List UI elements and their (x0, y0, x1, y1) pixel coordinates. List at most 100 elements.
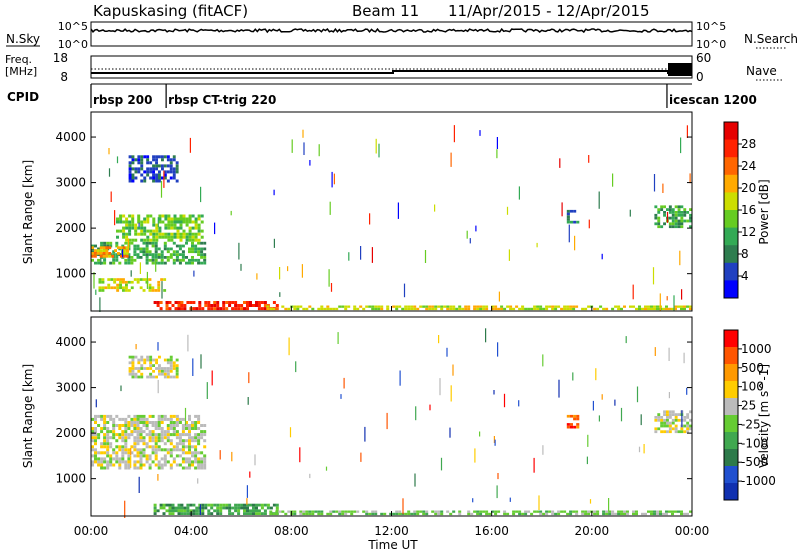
heatmap-cell (100, 427, 104, 430)
heatmap-cell (124, 424, 128, 427)
heatmap-cell (127, 414, 131, 418)
heatmap-cell (106, 414, 110, 418)
heatmap-cell (203, 256, 207, 259)
heatmap-cell (266, 503, 270, 507)
heatmap-cell (161, 372, 164, 376)
heatmap-cell (105, 254, 109, 258)
heatmap-cell (243, 503, 246, 507)
heatmap-cell (177, 304, 181, 307)
colorbar-tick-label: 20 (741, 181, 756, 195)
heatmap-cell (139, 439, 143, 443)
heatmap-cell (260, 307, 264, 311)
heatmap-cell (333, 173, 335, 185)
heatmap-cell (166, 258, 170, 262)
heatmap-cell (161, 155, 164, 159)
heatmap-cell (143, 367, 147, 370)
heatmap-cell (157, 463, 161, 467)
heatmap-cell (496, 137, 498, 149)
heatmap-cell (116, 283, 120, 287)
heatmap-cell (197, 250, 201, 254)
heatmap-cell (458, 512, 462, 516)
heatmap-cell (158, 235, 162, 239)
heatmap-cell (657, 211, 661, 214)
heatmap-cell (194, 460, 198, 464)
heatmap-cell (671, 211, 675, 214)
heatmap-cell (139, 278, 143, 281)
heatmap-cell (117, 246, 120, 250)
heatmap-cell (143, 361, 147, 365)
heatmap-cell (185, 424, 188, 427)
heatmap-cell (551, 305, 555, 308)
heatmap-cell (121, 454, 125, 458)
heatmap-cell (659, 293, 661, 311)
heatmap-cell (148, 241, 152, 245)
heatmap-cell (136, 253, 140, 256)
heatmap-cell (99, 249, 103, 252)
heatmap-cell (308, 510, 312, 513)
heatmap-cell (173, 214, 177, 218)
heatmap-cell (243, 509, 246, 513)
heatmap-cell (172, 261, 176, 265)
heatmap-cell (203, 247, 207, 251)
heatmap-cell (151, 430, 155, 434)
heatmap-cell (587, 434, 589, 447)
heatmap-cell (118, 463, 122, 467)
heatmap-cell (100, 463, 104, 467)
heatmap-cell (255, 301, 258, 304)
heatmap-cell (263, 512, 267, 515)
heatmap-cell (228, 304, 232, 307)
heatmap-cell (263, 304, 267, 307)
heatmap-cell (105, 249, 109, 252)
heatmap-cell (149, 161, 153, 165)
heatmap-cell (666, 418, 669, 422)
heatmap-cell (148, 283, 152, 287)
heatmap-cell (668, 222, 672, 226)
heatmap-cell (172, 158, 176, 162)
heatmap-cell (554, 307, 558, 311)
heatmap-cell (203, 261, 207, 265)
heatmap-cell (133, 414, 137, 418)
heatmap-cell (656, 307, 659, 311)
heatmap-cell (601, 394, 603, 400)
heatmap-cell (671, 410, 675, 414)
heatmap-cell (255, 506, 258, 510)
heatmap-cell (683, 208, 687, 211)
heatmap-cell (118, 261, 122, 265)
heatmap-cell (100, 417, 104, 421)
heatmap-cell (197, 478, 199, 484)
heatmap-cell (545, 510, 549, 513)
heatmap-cell (166, 170, 170, 174)
heatmap-cell (166, 375, 170, 379)
heatmap-cell (566, 423, 570, 426)
heatmap-cell (94, 439, 97, 443)
heatmap-cell (569, 414, 573, 418)
heatmap-cell (97, 460, 101, 464)
heatmap-cell (127, 427, 131, 430)
heatmap-cell (136, 466, 140, 470)
heatmap-cell (197, 421, 201, 424)
heatmap-cell (152, 220, 156, 224)
heatmap-cell (654, 430, 658, 434)
heatmap-cell (602, 510, 606, 513)
heatmap-cell (100, 466, 104, 470)
heatmap-cell (153, 503, 157, 507)
heatmap-cell (197, 439, 201, 443)
heatmap-cell (269, 512, 273, 516)
heatmap-cell (506, 305, 510, 308)
heatmap-cell (197, 451, 201, 455)
heatmap-cell (254, 454, 256, 466)
heatmap-cell (131, 361, 135, 365)
heatmap-cell (561, 202, 563, 217)
heatmap-cell (680, 510, 683, 513)
heatmap-cell (686, 421, 690, 425)
heatmap-cell (234, 506, 238, 510)
heatmap-cell (171, 512, 175, 515)
heatmap-cell (128, 226, 132, 230)
heatmap-cell (200, 457, 204, 461)
heatmap-cell (240, 304, 244, 307)
heatmap-cell (139, 250, 143, 254)
heatmap-cell (368, 305, 372, 308)
heatmap-cell (162, 512, 166, 515)
heatmap-cell (106, 430, 110, 434)
heatmap-cell (439, 378, 441, 396)
